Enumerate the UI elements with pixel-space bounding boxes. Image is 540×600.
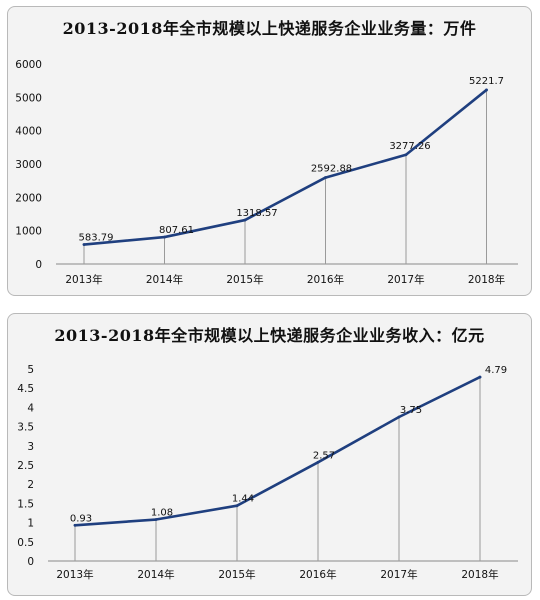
data-point: [404, 153, 408, 157]
data-point: [478, 375, 482, 379]
chart-revenue-svg: 0 0.5 1 1.5 2 2.5 3 3.5 4 4.5 5 0.93 1.08 1.44 2.57 3.7…: [17, 364, 518, 581]
y-tick-label: 1000: [15, 226, 42, 238]
data-point: [163, 235, 166, 239]
y-tick-label: 0.5: [17, 537, 34, 549]
x-tick-label: 2016年: [299, 568, 336, 581]
x-tick-label: 2016年: [307, 273, 344, 286]
x-tick-label: 2015年: [218, 568, 255, 581]
data-label: 2.57: [313, 450, 335, 461]
x-tick-label: 2018年: [461, 568, 498, 581]
series-line: [73, 375, 482, 527]
y-tick-label: 4000: [15, 126, 42, 138]
data-label: 4.79: [485, 365, 507, 376]
data-label: 583.79: [79, 233, 114, 244]
y-tick-label: 0: [35, 259, 42, 271]
y-tick-label: 5000: [15, 92, 42, 104]
series-line: [82, 88, 488, 246]
x-tick-label: 2013年: [56, 568, 93, 581]
data-point: [73, 523, 77, 527]
x-tick-label: 2013年: [65, 273, 102, 286]
data-point: [397, 415, 401, 419]
y-tick-label: 1: [27, 518, 34, 530]
chart-title: 2013-2018年全市规模以上快递服务企业业务量：万件: [62, 19, 477, 38]
y-tick-label: 4.5: [17, 383, 34, 395]
data-label: 3.75: [400, 405, 422, 416]
data-point: [235, 504, 239, 508]
y-tick-label: 3: [27, 441, 34, 453]
data-label: 0.93: [70, 513, 92, 524]
y-tick-label: 3000: [15, 159, 42, 171]
data-point: [324, 176, 327, 179]
data-label: 807.61: [159, 225, 194, 236]
data-point: [316, 460, 320, 464]
x-tick-label: 2014年: [146, 273, 183, 286]
y-tick-label: 2: [27, 479, 34, 491]
x-tick-label: 2015年: [226, 273, 263, 286]
y-tick-label: 1.5: [17, 498, 34, 510]
data-point: [243, 218, 247, 222]
data-label: 5221.7: [469, 76, 504, 87]
y-tick-label: 2000: [15, 192, 42, 204]
chart-panel-volume: 2013-2018年全市规模以上快递服务企业业务量：万件 0 1000 2000 30…: [7, 6, 532, 296]
data-label: 1.08: [151, 508, 173, 519]
chart-volume-svg: 0 1000 2000 3000 4000 5000 6000 583.79 807.61 131…: [15, 59, 518, 286]
data-label: 1318.57: [236, 208, 277, 219]
y-tick-label: 4: [27, 402, 34, 414]
y-tick-label: 6000: [15, 59, 42, 71]
y-tick-label: 0: [27, 556, 34, 568]
data-label: 3277.26: [389, 141, 430, 152]
data-point: [82, 243, 86, 246]
chart-title: 2013-2018年全市规模以上快递服务企业业务收入：亿元: [54, 326, 485, 345]
data-point: [154, 518, 158, 521]
data-label: 2592.88: [311, 164, 352, 175]
y-tick-label: 5: [27, 364, 34, 376]
x-tick-label: 2017年: [380, 568, 417, 581]
x-tick-label: 2018年: [468, 273, 505, 286]
x-tick-label: 2014年: [137, 568, 174, 581]
data-point: [485, 88, 488, 92]
data-label: 1.44: [232, 494, 254, 505]
x-tick-label: 2017年: [387, 273, 424, 286]
chart-panel-revenue: 2013-2018年全市规模以上快递服务企业业务收入：亿元 0 0.5 1 1.5 2 2…: [7, 313, 532, 596]
y-tick-label: 2.5: [17, 460, 34, 472]
y-tick-label: 3.5: [17, 422, 34, 434]
